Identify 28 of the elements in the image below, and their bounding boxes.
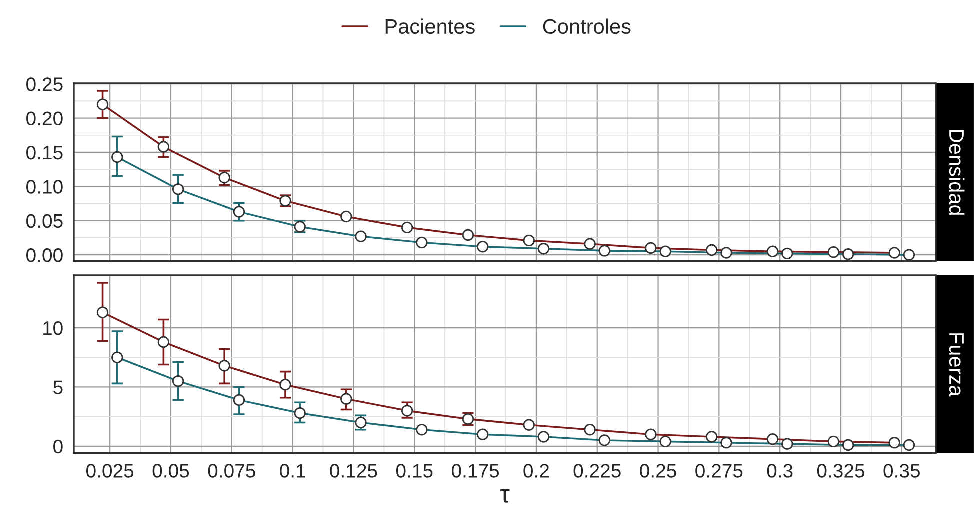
x-axis-title: τ	[500, 489, 510, 503]
y-tick-label: 0.10	[26, 180, 63, 194]
x-tick-label: 0.05	[152, 464, 190, 478]
y-tick-label: 0.25	[26, 78, 63, 92]
x-tick-label: 0.275	[696, 464, 743, 478]
x-tick-label: 0.1	[280, 464, 306, 478]
y-tick-label: 5	[54, 380, 63, 394]
legend-label: Pacientes	[386, 18, 475, 34]
legend-label: Controles	[543, 18, 631, 34]
x-tick-label: 0.35	[884, 464, 920, 478]
y-axis-title: Fuerza	[949, 334, 964, 397]
x-tick-label: 0.125	[330, 464, 378, 478]
y-tick-label: 0.15	[26, 146, 63, 160]
x-tick-label: 0.175	[452, 464, 500, 478]
y-tick-label: 0	[54, 440, 63, 454]
y-tick-label: 10	[43, 321, 63, 336]
x-tick-label: 0.15	[396, 464, 433, 478]
x-tick-label: 0.25	[640, 464, 676, 478]
x-tick-label: 0.2	[524, 464, 549, 478]
x-tick-label: 0.3	[767, 464, 793, 478]
x-tick-label: 0.025	[86, 464, 134, 478]
y-tick-label: 0.20	[26, 112, 63, 126]
x-tick-label: 0.075	[208, 464, 256, 478]
y-axis-title: Densidad	[949, 130, 965, 215]
y-tick-label: 0.05	[26, 214, 63, 228]
x-tick-label: 0.225	[574, 464, 621, 478]
x-tick-label: 0.325	[817, 464, 865, 478]
y-tick-label: 0.00	[26, 248, 63, 262]
